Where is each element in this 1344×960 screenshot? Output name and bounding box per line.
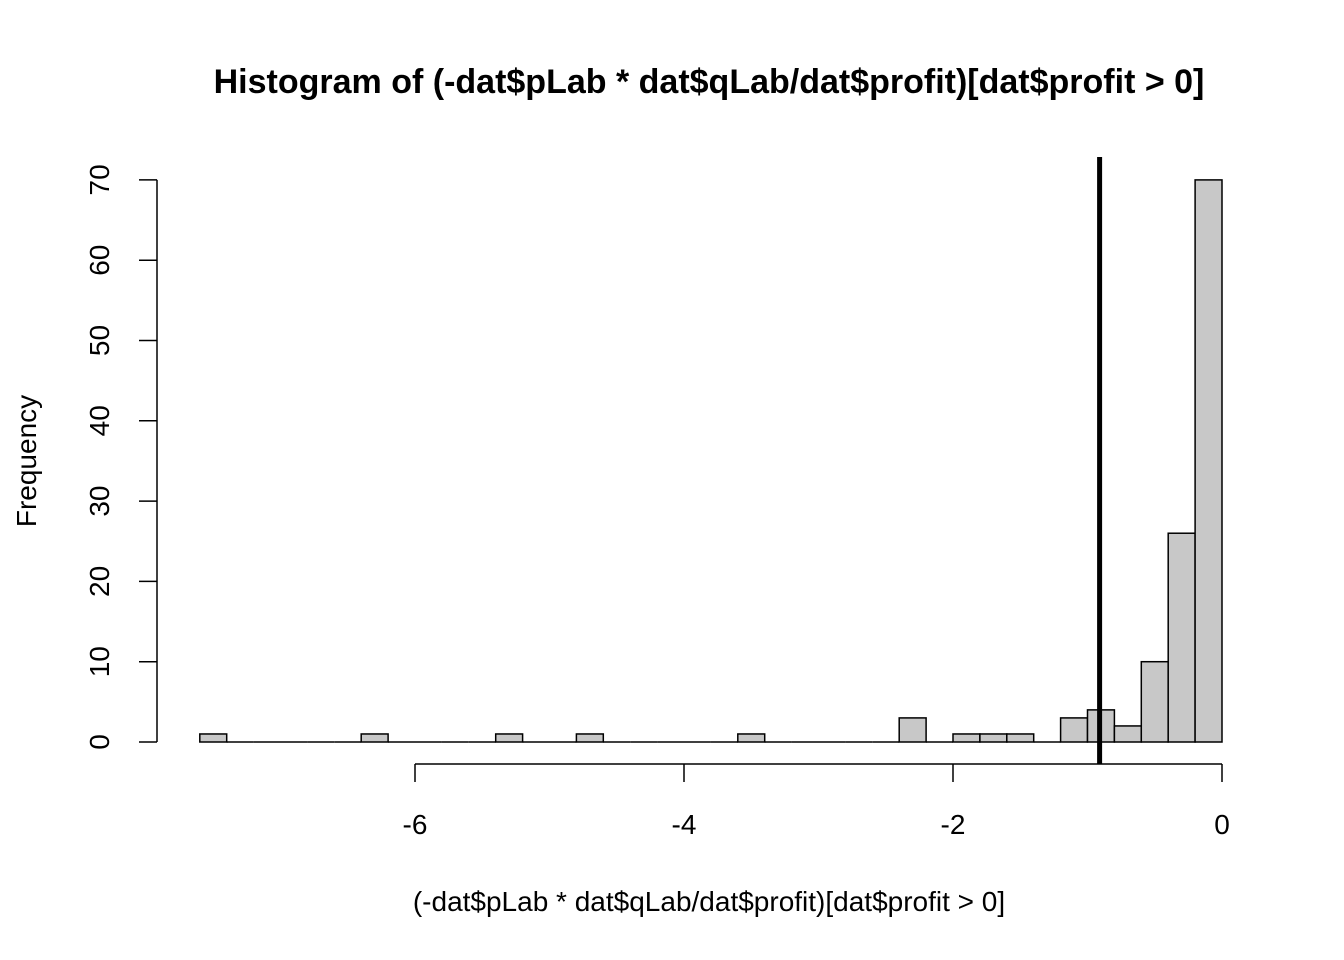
histogram-bar <box>1059 717 1089 743</box>
histogram-bar <box>360 733 389 743</box>
y-tick-label: 20 <box>84 566 115 597</box>
histogram-bar <box>1194 179 1223 743</box>
y-tick-label: 40 <box>84 405 115 436</box>
x-tick-label: 0 <box>1214 809 1230 840</box>
y-axis: 0 10 20 30 40 50 60 70 <box>84 164 158 750</box>
chart-title: Histogram of (-dat$pLab * dat$qLab/dat$p… <box>214 63 1205 101</box>
histogram-bars <box>199 179 1223 743</box>
y-tick-label: 70 <box>84 164 115 195</box>
y-tick-label: 0 <box>84 734 115 750</box>
histogram-bar <box>1140 660 1169 743</box>
histogram-bar <box>979 733 1008 743</box>
histogram-bar <box>1006 733 1035 743</box>
x-axis-label: (-dat$pLab * dat$qLab/dat$profit)[dat$pr… <box>413 886 1005 917</box>
histogram-bar <box>494 733 524 743</box>
histogram-bar <box>575 733 605 743</box>
y-tick-label: 60 <box>84 245 115 276</box>
y-tick-label: 30 <box>84 486 115 517</box>
x-tick-label: -4 <box>672 809 697 840</box>
histogram-bar <box>952 733 981 743</box>
y-tick-label: 10 <box>84 646 115 677</box>
histogram-bar <box>1113 725 1143 743</box>
x-tick-label: -6 <box>403 809 428 840</box>
y-axis-label: Frequency <box>11 395 42 527</box>
histogram-bar <box>199 733 228 743</box>
histogram-bar <box>1167 532 1196 743</box>
x-axis: -6 -4 -2 0 <box>403 763 1230 840</box>
histogram-bar <box>898 717 927 743</box>
x-tick-label: -2 <box>941 809 966 840</box>
histogram-bar <box>737 733 766 743</box>
y-tick-label: 50 <box>84 325 115 356</box>
